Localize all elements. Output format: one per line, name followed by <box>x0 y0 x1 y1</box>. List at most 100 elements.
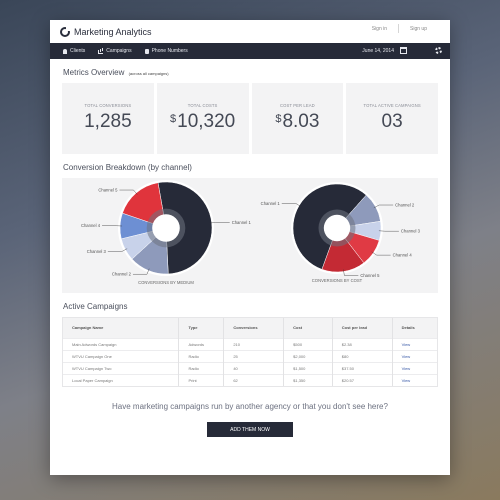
cell: Print <box>178 373 225 386</box>
view-link[interactable]: View <box>392 349 437 362</box>
column-header: Cost per lead <box>332 318 393 338</box>
divider <box>398 24 400 33</box>
metric-card: TOTAL COSTS $10,320 <box>156 83 249 154</box>
leader-line <box>343 269 359 276</box>
view-link[interactable]: View <box>392 361 437 374</box>
leader-line <box>281 203 302 207</box>
logo-icon <box>60 25 71 37</box>
leader-line <box>371 251 391 256</box>
app-window: Marketing Analytics Sign in Sign up Clie… <box>50 20 450 475</box>
slice-label: Channel 1 <box>261 201 281 206</box>
cell: 62 <box>223 373 285 386</box>
cell: $1,500 <box>283 361 333 374</box>
cell: $80 <box>332 349 393 362</box>
nav-label-clients: Clients <box>70 48 86 54</box>
slice-label: Channel 5 <box>360 273 380 278</box>
breakdown-section-title: Conversion Breakdown (by channel) <box>63 163 192 172</box>
cell: Adwords <box>178 337 225 350</box>
cell: $20.57 <box>332 373 393 386</box>
column-header: Cost <box>283 318 333 338</box>
table-row: Main Adwords Campaign Adwords 210 $500 $… <box>63 337 437 350</box>
nav-label-campaigns: Campaigns <box>106 48 132 54</box>
gear-icon[interactable] <box>435 47 442 54</box>
leader-line <box>107 248 128 252</box>
table-row: WTVU Campaign One Radio 25 $2,000 $80 Vi… <box>63 349 437 362</box>
slice-label: Channel 4 <box>81 223 101 228</box>
metric-label: TOTAL ACTIVE CAMPAIGNS <box>363 103 421 108</box>
table-header-row: Campaign Name Type Conversions Cost Cost… <box>63 318 437 338</box>
nav-item-phone-numbers[interactable]: Phone Numbers <box>144 48 188 54</box>
metric-label: TOTAL CONVERSIONS <box>84 103 132 108</box>
table-row: WTVU Campaign Two Radio 40 $1,500 $37.50… <box>63 361 437 374</box>
cell: $37.50 <box>332 361 393 374</box>
slice-label: Channel 3 <box>87 249 107 254</box>
nav-item-clients[interactable]: Clients <box>63 48 85 54</box>
nav-item-campaigns[interactable]: Campaigns <box>98 48 132 54</box>
table-row: Local Paper Campaign Print 62 $1,350 $20… <box>63 373 437 386</box>
cta-text: Have marketing campaigns run by another … <box>112 402 388 411</box>
column-header: Details <box>392 318 437 338</box>
bar-chart-icon <box>98 49 104 54</box>
cell: Radio <box>178 349 225 362</box>
metric-label: TOTAL COSTS <box>187 103 218 108</box>
metric-card: COST PER LEAD $8.03 <box>251 83 344 154</box>
leader-line <box>373 204 394 209</box>
chart-title: CONVERSIONS BY COST <box>312 278 363 283</box>
metrics-section-title: Metrics Overview (across all campaigns) <box>63 68 438 77</box>
view-link[interactable]: View <box>392 373 437 386</box>
slice-label: Channel 4 <box>393 253 413 258</box>
metric-number: 03 <box>381 111 403 132</box>
cell: $1,350 <box>283 373 333 386</box>
metric-value: 1,285 <box>62 111 154 133</box>
metric-value: $8.03 <box>252 111 344 133</box>
metric-number: 8.03 <box>282 111 320 132</box>
user-icon <box>63 48 67 54</box>
view-link[interactable]: View <box>392 337 437 350</box>
column-header: Conversions <box>223 318 285 338</box>
header: Marketing Analytics Sign in Sign up <box>50 20 450 43</box>
metric-value: 03 <box>346 111 438 133</box>
column-header: Type <box>178 318 225 338</box>
auth-links: Sign in Sign up <box>361 24 438 33</box>
donut-hole <box>323 214 351 242</box>
cell: $500 <box>283 337 333 350</box>
cell: 210 <box>223 337 285 350</box>
cell: $2,000 <box>283 349 333 362</box>
donut-charts: Channel 1 Channel 2 Channel 3 Channel 4 Chan… <box>81 180 421 285</box>
leader-line <box>119 189 138 195</box>
sign-in-link[interactable]: Sign in <box>371 25 388 32</box>
cell: Main Adwords Campaign <box>63 337 180 350</box>
metric-card: TOTAL CONVERSIONS 1,285 <box>62 83 154 154</box>
metrics-subtitle: (across all campaigns) <box>128 71 169 76</box>
cell: 25 <box>223 349 285 362</box>
date-display: June 14, 2014 <box>362 48 394 54</box>
sign-up-link[interactable]: Sign up <box>410 25 427 32</box>
charts-panel: Channel 1 Channel 2 Channel 3 Channel 4 Chan… <box>62 178 438 293</box>
metric-value: $10,320 <box>157 111 249 133</box>
metrics-title: Metrics Overview <box>63 68 125 77</box>
column-header: Campaign Name <box>63 318 180 338</box>
metrics-row: TOTAL CONVERSIONS 1,285 TOTAL COSTS $10,… <box>62 83 438 154</box>
campaigns-section-title: Active Campaigns <box>63 302 128 311</box>
slice-label: Channel 2 <box>112 272 132 277</box>
chart-title: CONVERSIONS BY MEDIUM <box>138 280 194 285</box>
leader-line <box>132 268 150 275</box>
nav-label-phone-numbers: Phone Numbers <box>151 48 188 54</box>
metric-number: 10,320 <box>177 111 236 132</box>
metric-label: COST PER LEAD <box>280 103 315 108</box>
donut-hole <box>152 214 180 242</box>
currency-symbol: $ <box>275 113 282 125</box>
cell: WTVU Campaign Two <box>63 361 180 374</box>
app-title: Marketing Analytics <box>74 26 152 37</box>
currency-symbol: $ <box>170 113 177 125</box>
calendar-icon[interactable] <box>400 47 407 54</box>
cell: Local Paper Campaign <box>63 373 180 386</box>
add-them-now-button[interactable]: ADD THEM NOW <box>207 422 293 437</box>
slice-label: Channel 3 <box>401 229 421 234</box>
metric-number: 1,285 <box>84 111 132 132</box>
main-content: Metrics Overview (across all campaigns) … <box>50 68 450 437</box>
slice-label: Channel 5 <box>98 188 118 193</box>
phone-icon <box>144 48 149 54</box>
cell: 40 <box>223 361 285 374</box>
slice-label: Channel 1 <box>232 220 252 225</box>
